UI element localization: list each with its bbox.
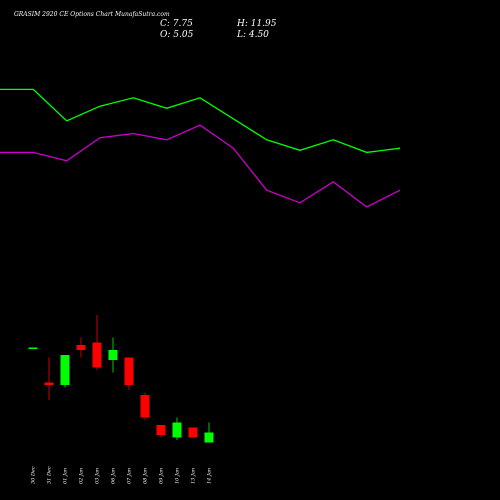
candle bbox=[44, 357, 54, 400]
candle bbox=[204, 422, 214, 443]
candle-body bbox=[172, 422, 182, 438]
date-label: 06 Jan bbox=[111, 468, 117, 484]
chart-title: GRASIM 2920 CE Options Chart MunafaSutra… bbox=[14, 11, 170, 18]
candle-body bbox=[92, 342, 102, 368]
candle bbox=[124, 357, 134, 390]
date-label: 09 Jan bbox=[159, 468, 165, 484]
upper-indicator-line bbox=[0, 88, 401, 154]
date-label: 13 Jan bbox=[191, 468, 197, 484]
candle-body bbox=[204, 432, 214, 443]
candle bbox=[140, 392, 150, 420]
candle bbox=[188, 427, 198, 438]
candle-body bbox=[124, 357, 134, 385]
date-label: 14 Jan bbox=[207, 468, 213, 484]
high-value: H: 11.95 bbox=[236, 19, 277, 29]
date-label: 30 Dec bbox=[31, 466, 37, 484]
candle-body bbox=[140, 395, 150, 418]
candle bbox=[76, 337, 86, 358]
close-value: C: 7.75 bbox=[160, 19, 193, 29]
candle bbox=[156, 425, 166, 438]
candle bbox=[92, 315, 102, 370]
date-labels: 30 Dec 31 Dec 01 Jan 02 Jan 03 Jan 06 Jan 07 J… bbox=[31, 466, 213, 484]
candle-body bbox=[28, 347, 38, 349]
candle-body bbox=[60, 355, 70, 385]
candle bbox=[172, 417, 182, 440]
candle bbox=[108, 337, 118, 373]
lower-indicator-line bbox=[0, 124, 401, 208]
date-label: 03 Jan bbox=[95, 468, 101, 484]
candle-body bbox=[76, 345, 86, 350]
low-value: L: 4.50 bbox=[236, 30, 269, 40]
date-label: 07 Jan bbox=[127, 468, 133, 484]
date-label: 08 Jan bbox=[143, 468, 149, 484]
indicator-lines bbox=[0, 88, 401, 208]
candlestick-series bbox=[28, 315, 214, 443]
candle-body bbox=[188, 427, 198, 438]
date-label: 01 Jan bbox=[63, 468, 69, 484]
date-label: 02 Jan bbox=[79, 468, 85, 484]
candle-body bbox=[44, 382, 54, 385]
date-label: 10 Jan bbox=[175, 468, 181, 484]
candle-body bbox=[108, 350, 118, 360]
candle-body bbox=[156, 425, 166, 435]
candle bbox=[60, 355, 70, 388]
date-label: 31 Dec bbox=[47, 466, 53, 484]
open-value: O: 5.05 bbox=[160, 30, 194, 40]
candle bbox=[28, 347, 38, 349]
